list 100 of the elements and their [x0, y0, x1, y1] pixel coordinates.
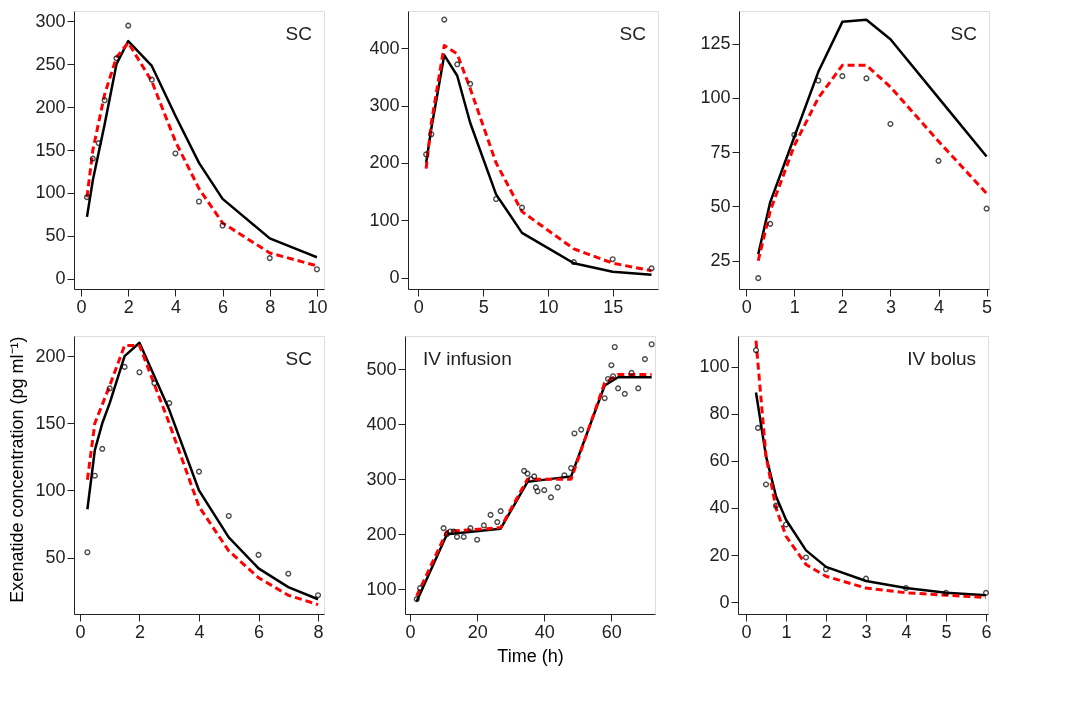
y-tick-label: 200	[366, 523, 397, 544]
y-tick-label: 50	[45, 547, 66, 568]
x-tick-label: 5	[982, 296, 993, 317]
y-tick-label: 60	[709, 450, 730, 471]
y-tick-label: 80	[709, 403, 730, 424]
point	[611, 343, 618, 351]
line-series	[754, 391, 988, 597]
point	[91, 472, 98, 479]
point	[621, 390, 628, 397]
x-tick-label: 10	[538, 296, 559, 317]
y-tick-label: 500	[366, 358, 397, 379]
y-tick-label: 150	[35, 412, 66, 433]
x-tick-label: 1	[781, 621, 792, 642]
point	[454, 61, 461, 68]
y-tick-label: 200	[35, 96, 66, 117]
y-tick-label: 50	[45, 225, 66, 246]
point	[113, 55, 120, 62]
x-tick-label: 15	[603, 296, 624, 317]
y-tick-label: 25	[710, 250, 731, 271]
y-tick-label: 100	[700, 87, 731, 108]
x-tick-label: 40	[534, 621, 555, 642]
point	[315, 592, 322, 599]
point	[136, 369, 143, 376]
point	[568, 465, 575, 472]
point	[95, 140, 102, 147]
y-tick-label: 40	[709, 497, 730, 518]
x-tick-label: 5	[478, 296, 489, 317]
line-series	[754, 339, 988, 600]
point	[578, 426, 585, 433]
point	[547, 494, 555, 501]
point	[554, 484, 561, 491]
point	[413, 596, 420, 603]
x-tick-label: 20	[467, 621, 488, 642]
point	[285, 570, 292, 577]
point	[101, 97, 108, 104]
point	[494, 519, 501, 526]
point	[615, 385, 622, 392]
point	[467, 525, 474, 532]
point	[635, 385, 642, 392]
point	[935, 157, 942, 164]
point	[423, 151, 430, 158]
point	[467, 80, 474, 87]
point	[313, 266, 320, 273]
point	[610, 373, 617, 380]
point	[453, 533, 461, 540]
y-tick-label: 0	[719, 591, 730, 612]
x-tick-label: 2	[821, 621, 832, 642]
line-series	[756, 63, 989, 263]
x-tick-label: 6	[254, 621, 265, 642]
annotation: IV bolus	[907, 348, 976, 369]
point	[767, 220, 774, 227]
point	[541, 487, 548, 494]
x-tick-label: 0	[741, 621, 752, 642]
x-tick-label: 8	[265, 296, 276, 317]
point	[417, 585, 424, 592]
y-tick-label: 300	[366, 468, 397, 489]
point	[609, 256, 616, 263]
y-tick-label: 400	[366, 413, 397, 434]
y-tick-label: 400	[369, 37, 400, 58]
point	[772, 502, 780, 509]
y-tick-label: 0	[389, 267, 400, 288]
point	[648, 341, 655, 348]
x-tick-label: 2	[123, 296, 134, 317]
y-tick-label: 20	[709, 544, 730, 565]
annotation: IV infusion	[423, 348, 512, 369]
x-tick-label: 2	[837, 296, 848, 317]
point	[570, 259, 577, 266]
point	[862, 575, 870, 582]
x-tick-label: 0	[75, 621, 86, 642]
point	[942, 589, 950, 596]
point	[534, 488, 541, 495]
point	[641, 356, 648, 363]
point	[608, 362, 615, 369]
y-tick-label: 100	[369, 209, 400, 230]
x-tick-label: 6	[218, 296, 229, 317]
y-tick-label: 200	[35, 345, 66, 366]
annotation: SC	[285, 23, 312, 44]
point	[225, 512, 232, 519]
x-tick-label: 0	[741, 296, 752, 317]
point	[125, 22, 132, 29]
point	[266, 255, 273, 262]
x-tick-label: 4	[170, 296, 181, 317]
point	[752, 347, 760, 354]
x-tick-label: 2	[134, 621, 145, 642]
point	[99, 445, 106, 452]
point	[604, 375, 612, 382]
point	[762, 481, 770, 488]
point	[518, 204, 526, 211]
point	[474, 536, 481, 543]
x-axis-title: Time (h)	[497, 645, 564, 666]
point	[839, 73, 846, 80]
y-tick-label: 150	[35, 139, 66, 160]
x-tick-label: 3	[885, 296, 896, 317]
point	[802, 554, 810, 561]
point	[151, 379, 158, 387]
x-tick-label: 6	[981, 621, 992, 642]
y-tick-label: 50	[710, 195, 731, 216]
point	[755, 275, 762, 282]
point	[648, 265, 655, 272]
point	[887, 120, 894, 127]
